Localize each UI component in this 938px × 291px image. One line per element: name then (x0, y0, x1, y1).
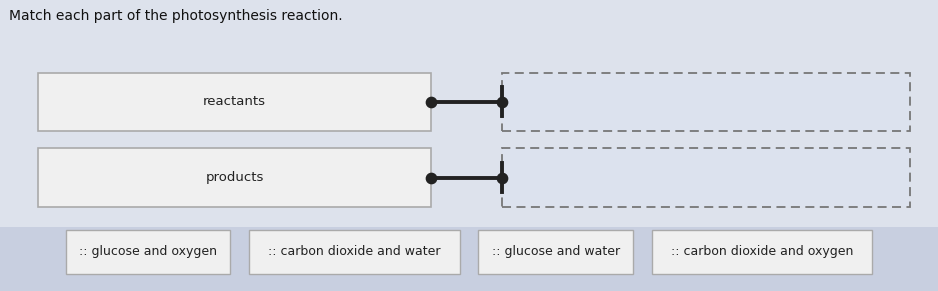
FancyBboxPatch shape (652, 230, 872, 274)
FancyBboxPatch shape (0, 0, 938, 227)
Text: Match each part of the photosynthesis reaction.: Match each part of the photosynthesis re… (9, 9, 343, 23)
Point (424, 175, 439, 180)
Text: :: glucose and water: :: glucose and water (492, 245, 620, 258)
Point (424, 100, 439, 104)
Text: products: products (205, 171, 264, 184)
Text: :: glucose and oxygen: :: glucose and oxygen (79, 245, 217, 258)
Point (494, 100, 509, 104)
FancyBboxPatch shape (249, 230, 460, 274)
Text: :: carbon dioxide and water: :: carbon dioxide and water (268, 245, 440, 258)
FancyBboxPatch shape (38, 73, 431, 131)
FancyBboxPatch shape (502, 148, 910, 207)
FancyBboxPatch shape (66, 230, 230, 274)
Text: :: carbon dioxide and oxygen: :: carbon dioxide and oxygen (671, 245, 854, 258)
Text: reactants: reactants (203, 95, 266, 108)
FancyBboxPatch shape (502, 73, 910, 131)
FancyBboxPatch shape (38, 148, 431, 207)
Point (494, 175, 509, 180)
FancyBboxPatch shape (478, 230, 633, 274)
